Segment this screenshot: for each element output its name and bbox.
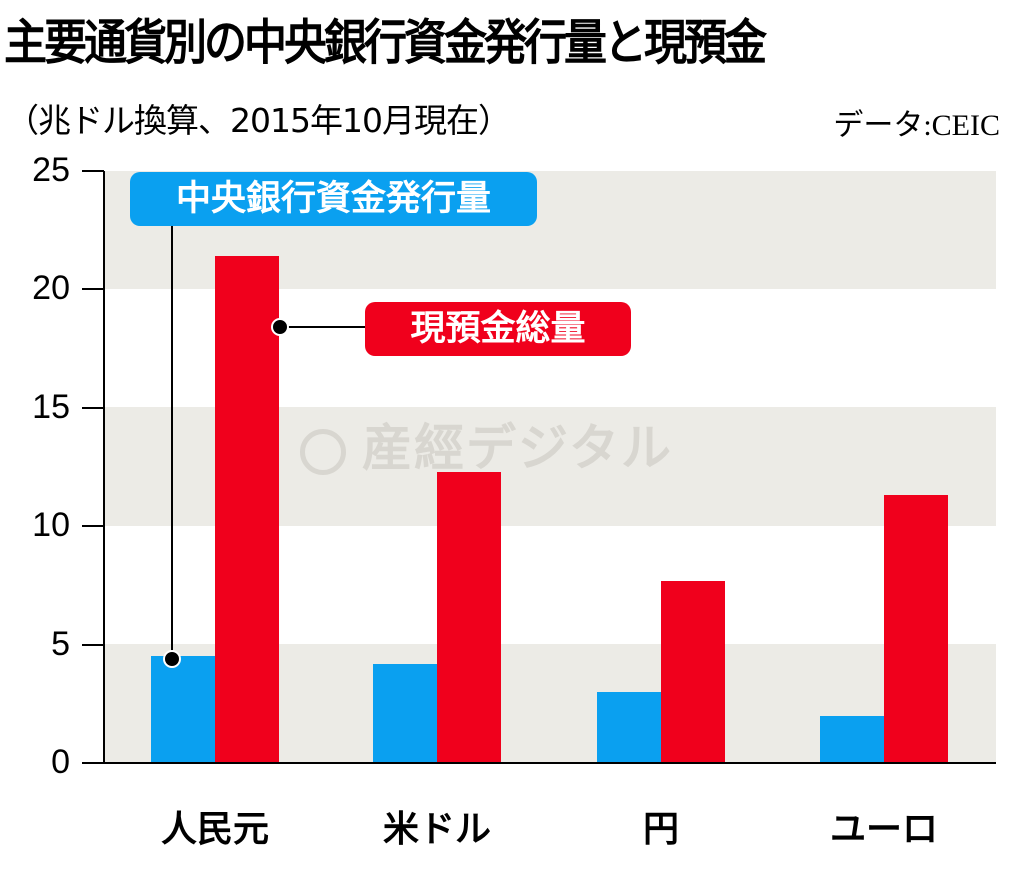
y-axis — [103, 171, 105, 764]
y-tick-label: 0 — [51, 743, 70, 781]
bar-central-bank — [820, 716, 884, 763]
x-tick-label: 人民元 — [160, 809, 269, 850]
bar-central-bank — [597, 692, 661, 763]
bar-deposits — [661, 581, 725, 763]
y-tick-label: 15 — [32, 387, 70, 426]
y-tick — [82, 406, 104, 409]
y-tick — [82, 525, 104, 528]
bar-deposits — [215, 256, 279, 763]
bar-central-bank — [373, 664, 437, 763]
legend-central-bank: 中央銀行資金発行量 — [130, 172, 537, 226]
x-tick-label: 円 — [642, 809, 679, 850]
legend-leader-line-deposits — [280, 326, 366, 328]
legend-deposits: 現預金総量 — [365, 302, 631, 356]
sankei-logo-icon — [300, 428, 346, 475]
chart-subtitle: （兆ドル換算、2015年10月現在） — [6, 101, 511, 140]
legend-dot-deposits — [271, 318, 289, 336]
x-axis — [82, 762, 996, 764]
data-source: データ:CEIC — [833, 109, 1000, 142]
y-tick — [82, 762, 104, 764]
legend-dot-central-bank — [163, 650, 181, 668]
x-tick-label: 米ドル — [382, 809, 491, 850]
y-tick — [82, 643, 104, 646]
chart-title: 主要通貨別の中央銀行資金発行量と現預金 — [4, 15, 767, 72]
y-tick — [82, 170, 104, 172]
watermark: 産經デジタル — [300, 408, 673, 480]
y-tick-label: 5 — [51, 624, 70, 663]
x-tick-label: ユーロ — [829, 809, 938, 850]
bar-deposits — [437, 472, 501, 763]
y-tick-label: 25 — [32, 151, 70, 189]
bar-central-bank — [151, 656, 215, 763]
y-tick-label: 20 — [32, 269, 70, 308]
y-tick — [82, 288, 104, 291]
y-tick-label: 10 — [32, 506, 70, 545]
bar-deposits — [884, 495, 948, 763]
legend-leader-line-central-bank — [171, 226, 173, 658]
